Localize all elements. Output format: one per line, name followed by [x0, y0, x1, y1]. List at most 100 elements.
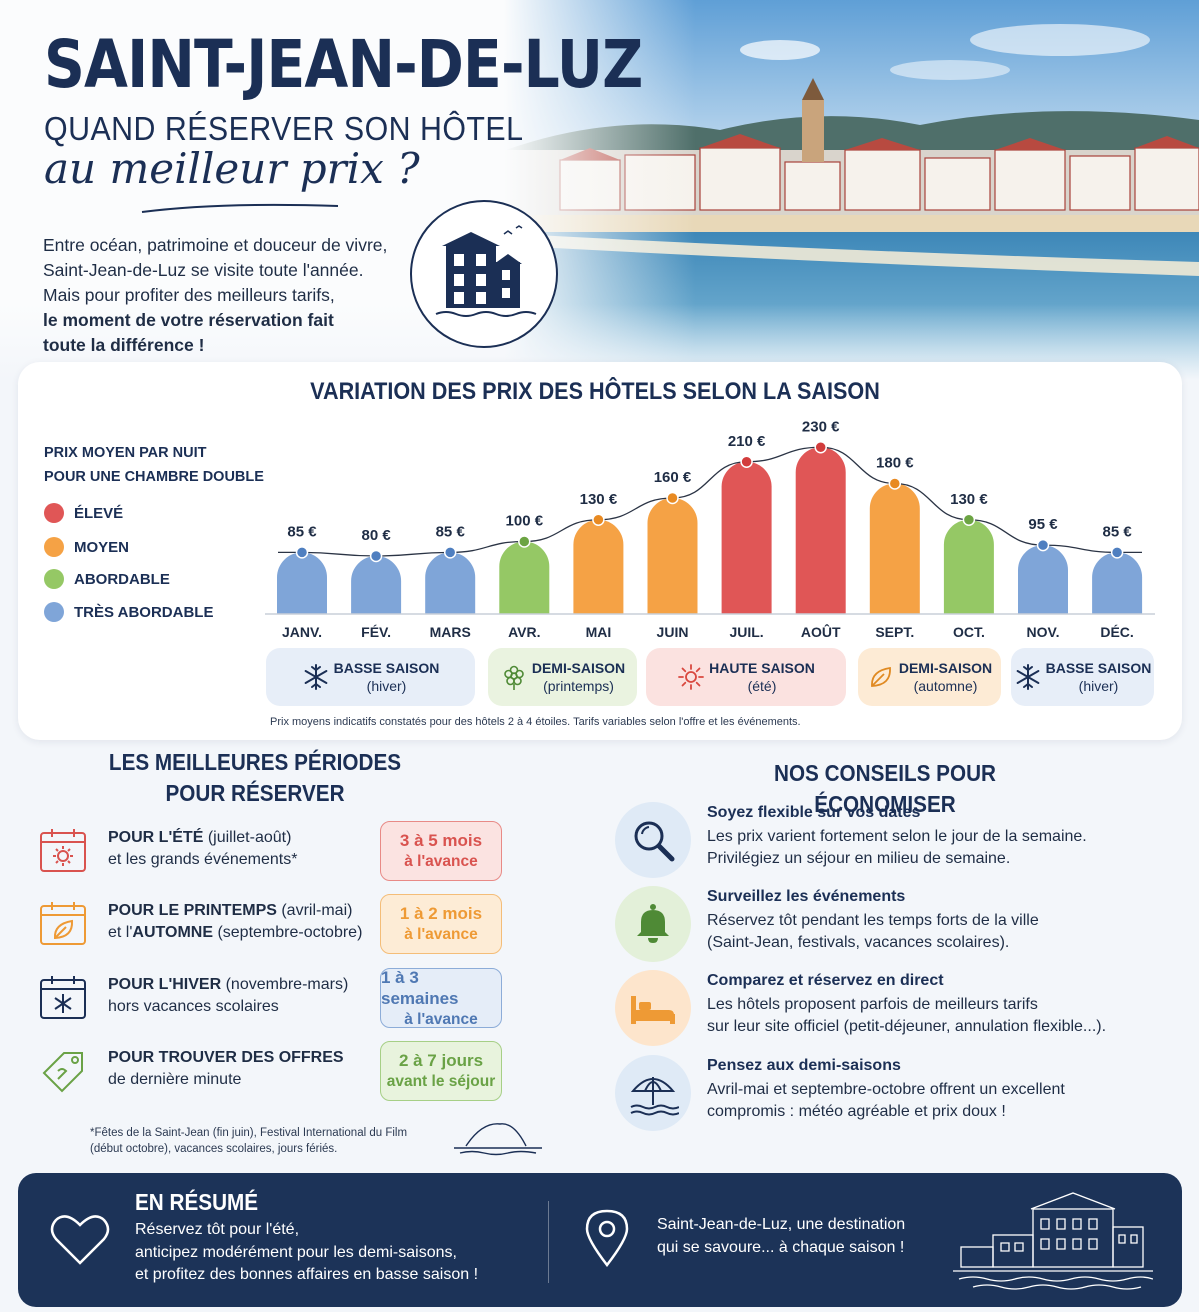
pill-sub: à l'avance	[404, 926, 478, 943]
chart-value-label: 130 €	[580, 491, 618, 508]
chart-point	[592, 513, 605, 526]
chart-x-tick-label: DÉC.	[1100, 624, 1133, 640]
chart-bar	[795, 447, 846, 614]
chart-point	[666, 491, 679, 505]
pill-value: 1 à 2 mois	[399, 904, 483, 923]
chart-point	[962, 513, 976, 526]
period-pill: 2 à 7 jours avant le séjour	[380, 1041, 502, 1101]
legend-item-moyen: MOYEN	[44, 537, 129, 557]
sun-icon	[678, 664, 704, 690]
period-spring-autumn: POUR LE PRINTEMPS (avril-mai) et l'AUTOMN…	[38, 894, 508, 954]
season-sub: (hiver)	[1078, 678, 1119, 694]
bell-icon	[637, 904, 669, 943]
chart-point	[1036, 538, 1050, 552]
period-rest: (novembre-mars)	[221, 976, 349, 993]
season-name: HAUTE SAISON	[709, 660, 815, 676]
season-sub: (été)	[747, 678, 777, 694]
legend-label: ABORDABLE	[74, 570, 170, 588]
chart-value-label: 210 €	[728, 433, 766, 450]
period-pill: 3 à 5 mois à l'avance	[380, 821, 502, 881]
tip-line: Les hôtels proposent parfois de meilleur…	[707, 996, 1038, 1013]
periods-title-line: LES MEILLEURES PÉRIODES	[108, 749, 402, 775]
footnote-line: (début octobre), vacances scolaires, jou…	[90, 1143, 338, 1155]
tip-body: Avril-mai et septembre-octobre offrent u…	[707, 1079, 1177, 1123]
chart-value-label: 180 €	[876, 455, 914, 472]
intro-text: Entre océan, patrimoine et douceur de vi…	[43, 233, 423, 358]
tip-line: Avril-mai et septembre-octobre offrent u…	[707, 1081, 1065, 1098]
price-tag-icon	[42, 1052, 83, 1093]
pill-value: 3 à 5 mois	[399, 831, 483, 850]
legend-label: ÉLEVÉ	[74, 504, 124, 522]
period-line2-bold: AUTOMNE	[132, 924, 213, 941]
tip-icon-bg	[615, 970, 691, 1046]
summary-slogan-line: qui se savoure... à chaque saison !	[657, 1239, 905, 1256]
location-pin-icon	[585, 1209, 629, 1267]
period-head: POUR L'HIVER	[108, 976, 222, 993]
legend-swatch	[44, 537, 64, 557]
tip-flexible-dates: Soyez flexible sur vos dates Les prix va…	[615, 802, 1175, 882]
period-winter: POUR L'HIVER (novembre-mars) hors vacance…	[38, 968, 508, 1028]
rock-island-illustration	[454, 1123, 542, 1156]
chart-point	[1110, 546, 1124, 559]
tip-icon-bg	[615, 886, 691, 962]
legend-label: TRÈS ABORDABLE	[74, 603, 214, 621]
chart-bar	[869, 483, 920, 614]
chart-bar	[277, 552, 327, 614]
period-rest: (avril-mai)	[276, 902, 353, 919]
page-tagline: au meilleur prix ?	[44, 144, 420, 193]
period-line2: hors vacances scolaires	[108, 998, 279, 1015]
tip-line: Réservez tôt pendant les temps forts de …	[707, 912, 1039, 929]
pill-sub: avant le séjour	[386, 1073, 496, 1090]
calendar-leaf-icon	[40, 902, 86, 945]
period-head: POUR LE PRINTEMPS	[108, 902, 277, 919]
periods-title-line: POUR RÉSERVER	[165, 780, 345, 806]
summary-title: EN RÉSUMÉ	[135, 1189, 259, 1215]
tip-line: compromis : météo agréable et prix doux …	[707, 1103, 1006, 1120]
period-rest: (juillet-août)	[203, 829, 292, 846]
season-name: BASSE SAISON	[333, 660, 440, 676]
legend-swatch	[44, 569, 64, 589]
tip-body: Les hôtels proposent parfois de meilleur…	[707, 994, 1177, 1038]
pill-sub: à l'avance	[404, 1010, 478, 1028]
chart-value-label: 230 €	[802, 418, 840, 435]
season-demi-printemps: DEMI-SAISON (printemps)	[488, 648, 637, 706]
season-haute-ete: HAUTE SAISON (été)	[646, 648, 846, 706]
beach-umbrella-icon	[630, 1077, 679, 1116]
chart-point	[740, 455, 753, 468]
legend-heading: PRIX MOYEN PAR NUIT POUR UNE CHAMBRE DOU…	[44, 441, 264, 489]
period-head: POUR TROUVER DES OFFRES	[108, 1049, 344, 1066]
chart-bar	[573, 519, 624, 614]
seaside-building-illustration	[953, 1192, 1153, 1290]
calendar-snow-icon	[40, 976, 86, 1019]
chart-x-tick-label: AOÛT	[801, 623, 841, 640]
tip-line: (Saint-Jean, festivals, vacances scolair…	[707, 934, 1010, 951]
snowflake-icon	[1016, 664, 1039, 690]
chart-x-tick-label: JANV.	[282, 624, 322, 640]
tip-book-direct: Comparez et réservez en direct Les hôtel…	[615, 970, 1175, 1050]
chart-point	[518, 535, 531, 548]
period-text: POUR L'ÉTÉ (juillet-août) et les grands é…	[108, 827, 378, 871]
legend-label: MOYEN	[74, 538, 130, 556]
chart-point	[814, 441, 827, 454]
pill-value: 2 à 7 jours	[398, 1051, 484, 1070]
chart-x-tick-label: JUIN	[657, 624, 689, 640]
period-text: POUR LE PRINTEMPS (avril-mai) et l'AUTOMN…	[108, 900, 378, 944]
calendar-sun-icon	[40, 829, 86, 872]
intro-emphasis: le moment de votre réservation fait	[43, 310, 334, 330]
intro-line: Saint-Jean-de-Luz se visite toute l'anné…	[43, 260, 364, 280]
chart-x-tick-label: FÉV.	[361, 624, 391, 640]
tip-icon-bg	[615, 1055, 691, 1131]
season-demi-automne: DEMI-SAISON (automne)	[858, 648, 1001, 706]
legend-heading-line: POUR UNE CHAMBRE DOUBLE	[44, 469, 264, 485]
chart-value-label: 80 €	[361, 527, 391, 544]
chart-bar	[499, 541, 550, 614]
chart-bar	[721, 461, 772, 614]
chart-bar	[1018, 545, 1068, 614]
tip-title: Surveillez les événements	[707, 888, 906, 905]
page-subtitle: QUAND RÉSERVER SON HÔTEL	[44, 110, 524, 147]
tip-events: Surveillez les événements Réservez tôt p…	[615, 886, 1175, 966]
tip-body: Réservez tôt pendant les temps forts de …	[707, 910, 1177, 954]
periods-title: LES MEILLEURES PÉRIODES POUR RÉSERVER	[80, 747, 431, 809]
summary-line: Réservez tôt pour l'été,	[135, 1221, 300, 1238]
chart-value-label: 95 €	[1028, 516, 1058, 533]
